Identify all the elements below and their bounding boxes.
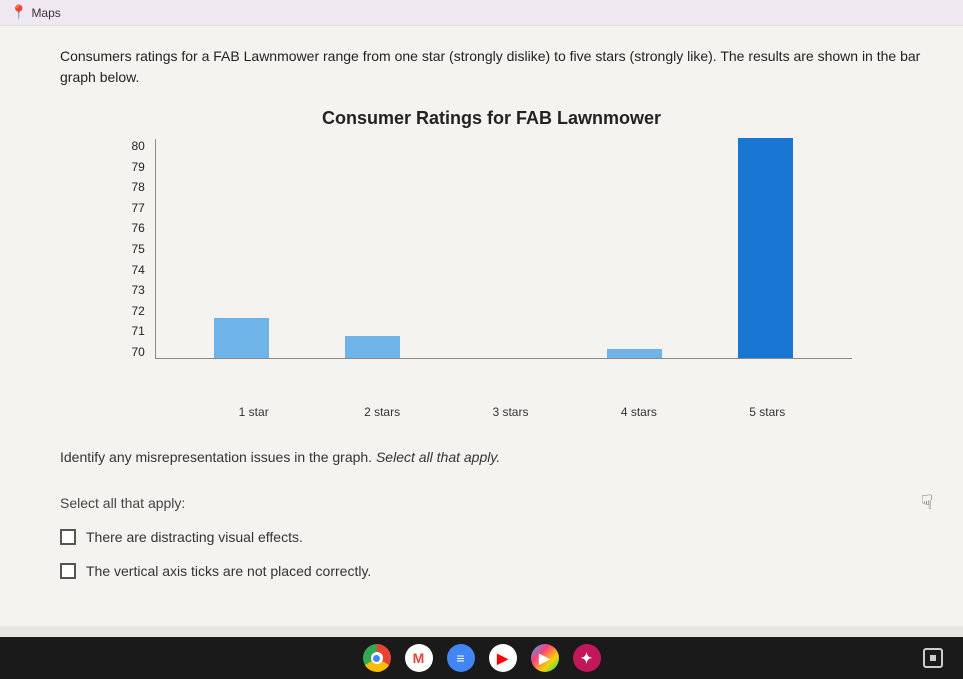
y-tick-label: 75 <box>132 242 145 256</box>
question-lead: Identify any misrepresentation issues in… <box>60 449 376 465</box>
x-tick-label: 5 stars <box>732 405 802 419</box>
x-tick-label: 3 stars <box>475 405 545 419</box>
bar-group <box>206 318 276 358</box>
question-text: Identify any misrepresentation issues in… <box>60 449 923 465</box>
question-content: Consumers ratings for a FAB Lawnmower ra… <box>0 26 963 626</box>
y-tick-label: 73 <box>132 283 145 297</box>
bookmark-maps[interactable]: Maps <box>31 6 60 20</box>
y-axis: 80 79 78 77 76 75 74 73 72 71 70 <box>132 139 155 359</box>
select-all-label: Select all that apply: <box>60 495 923 511</box>
y-tick-label: 80 <box>132 139 145 153</box>
bar <box>607 349 662 358</box>
y-tick-label: 77 <box>132 201 145 215</box>
option-2-label: The vertical axis ticks are not placed c… <box>86 563 371 579</box>
x-tick-label: 4 stars <box>604 405 674 419</box>
gmail-icon[interactable]: M <box>405 644 433 672</box>
y-tick-label: 72 <box>132 304 145 318</box>
youtube-icon[interactable]: ▶ <box>489 644 517 672</box>
chrome-icon[interactable] <box>363 644 391 672</box>
y-tick-label: 74 <box>132 263 145 277</box>
x-tick-label: 2 stars <box>347 405 417 419</box>
x-tick-label: 1 star <box>219 405 289 419</box>
docs-icon[interactable]: ≡ <box>447 644 475 672</box>
app-icon[interactable]: ✦ <box>573 644 601 672</box>
bar-group <box>600 349 670 358</box>
chart-title: Consumer Ratings for FAB Lawnmower <box>132 108 852 129</box>
x-axis-labels: 1 star 2 stars 3 stars 4 stars 5 stars <box>170 399 852 419</box>
y-tick-label: 71 <box>132 324 145 338</box>
y-tick-label: 79 <box>132 160 145 174</box>
option-row[interactable]: There are distracting visual effects. <box>60 529 923 545</box>
y-tick-label: 70 <box>132 345 145 359</box>
option-1-label: There are distracting visual effects. <box>86 529 303 545</box>
prompt-text: Consumers ratings for a FAB Lawnmower ra… <box>60 46 923 88</box>
y-tick-label: 78 <box>132 180 145 194</box>
bar <box>345 336 400 358</box>
question-instruction: Select all that apply. <box>376 449 500 465</box>
bar <box>738 138 793 358</box>
bar <box>214 318 269 358</box>
browser-bookmark-bar: 📍 Maps <box>0 0 963 26</box>
system-tray-icon[interactable] <box>923 648 943 668</box>
maps-pin-icon: 📍 <box>10 4 27 21</box>
bar-group <box>731 138 801 358</box>
y-tick-label: 76 <box>132 221 145 235</box>
taskbar: M ≡ ▶ ▶ ✦ <box>0 637 963 679</box>
plot-area <box>155 139 852 359</box>
play-icon[interactable]: ▶ <box>531 644 559 672</box>
bar-group <box>338 336 408 358</box>
cursor-icon: ☟ <box>921 490 933 515</box>
checkbox-option-2[interactable] <box>60 563 76 579</box>
option-row[interactable]: The vertical axis ticks are not placed c… <box>60 563 923 579</box>
checkbox-option-1[interactable] <box>60 529 76 545</box>
bar-chart: Consumer Ratings for FAB Lawnmower 80 79 7… <box>132 108 852 419</box>
